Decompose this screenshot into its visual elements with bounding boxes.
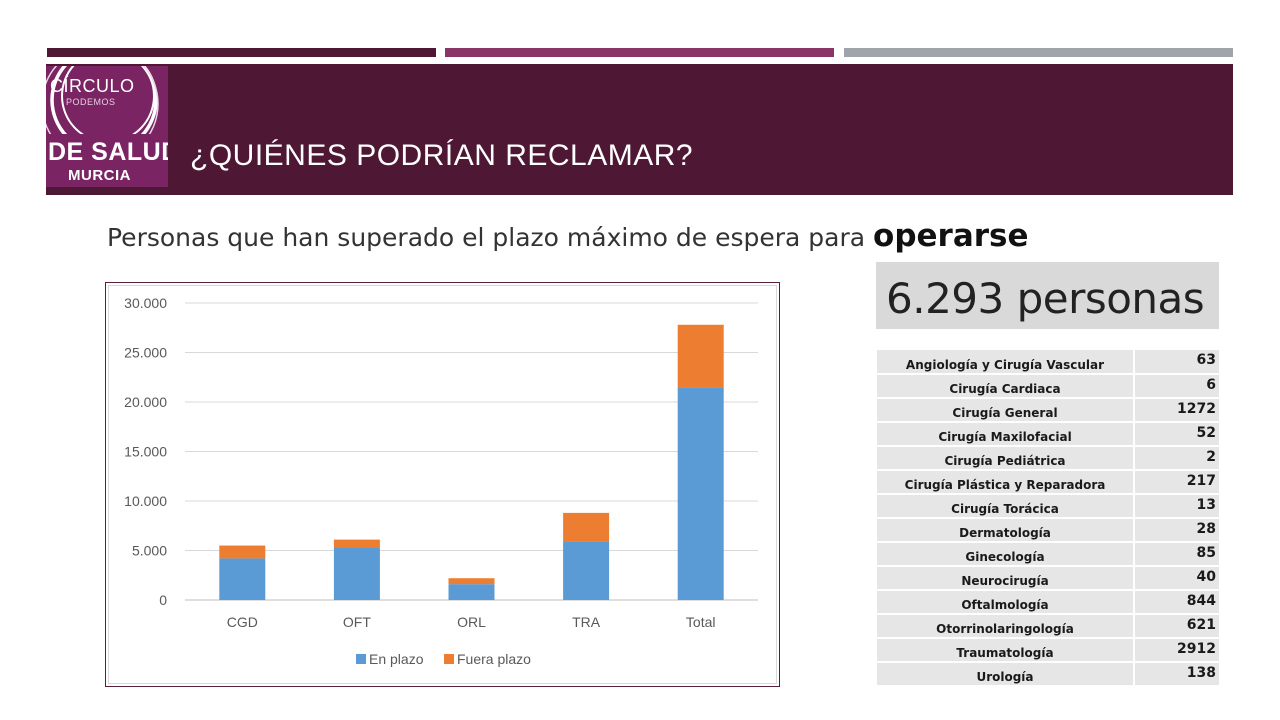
x-tick-label: CGD [227,614,258,630]
table-row: Cirugía General 1272 [877,398,1219,423]
y-tick-label: 15.000 [124,444,167,460]
specialty-table: Angiología y Cirugía Vascular 63 Cirugía C… [877,350,1219,687]
top-accent-bar-mid [445,48,834,57]
chart-inner-border [108,285,777,684]
table-row: Dermatología 28 [877,518,1219,543]
specialty-count: 85 [1134,542,1219,567]
bar-en-plazo [448,584,495,600]
logo-circle-graphic [46,66,168,187]
table-row: Otorrinolaringología 621 [877,614,1219,639]
specialty-name: Cirugía Plástica y Reparadora [877,470,1135,495]
specialty-count: 217 [1134,470,1219,495]
specialty-name: Urología [877,662,1135,687]
bar-en-plazo [219,558,266,600]
specialty-count: 63 [1134,350,1219,375]
specialty-count: 28 [1134,518,1219,543]
specialty-count: 1272 [1134,398,1219,423]
bar-fuera-plazo [563,512,610,542]
specialty-name: Otorrinolaringología [877,614,1135,639]
table-row: Cirugía Cardiaca 6 [877,374,1219,399]
specialty-count: 2 [1134,446,1219,471]
chart-canvas: 0 5.000 10.000 15.000 20.000 25.000 30.000 CGD O… [124,295,758,667]
total-summary-value: 6.293 personas [886,274,1205,323]
x-tick-label: ORL [457,614,486,630]
circulo-podemos-salud-murcia-logo: CÍRCULO PODEMOS DE SALUD MURCIA [46,66,168,187]
specialty-count: 844 [1134,590,1219,615]
specialty-count: 6 [1134,374,1219,399]
specialty-table-body: Angiología y Cirugía Vascular 63 Cirugía C… [877,350,1219,687]
legend-label: Fuera plazo [457,651,531,667]
top-accent-bar-light [844,48,1233,57]
bar-en-plazo [563,541,610,600]
table-row: Cirugía Maxilofacial 52 [877,422,1219,447]
x-tick-label: OFT [343,614,371,630]
table-row: Cirugía Plástica y Reparadora 217 [877,470,1219,495]
y-tick-label: 5.000 [132,543,167,559]
specialty-count: 52 [1134,422,1219,447]
specialty-name: Cirugía General [877,398,1135,423]
table-row: Urología 138 [877,662,1219,687]
y-tick-label: 25.000 [124,345,167,361]
specialty-count: 138 [1134,662,1219,687]
subtitle-emphasis: operarse [873,218,1029,254]
stacked-bar-chart: 0 5.000 10.000 15.000 20.000 25.000 30.000 CGD O… [105,282,780,687]
table-row: Oftalmología 844 [877,590,1219,615]
legend-label: En plazo [369,651,424,667]
specialty-name: Cirugía Pediátrica [877,446,1135,471]
specialty-count: 13 [1134,494,1219,519]
bar-fuera-plazo [448,578,495,585]
logo-text-murcia: MURCIA [68,167,131,184]
bar-fuera-plazo [219,545,266,559]
bar-en-plazo [677,387,724,600]
slide-title: ¿QUIÉNES PODRÍAN RECLAMAR? [190,139,694,172]
table-row: Angiología y Cirugía Vascular 63 [877,350,1219,375]
logo-text-podemos: PODEMOS [66,97,116,107]
slide-subtitle: Personas que han superado el plazo máxim… [107,218,1029,254]
specialty-name: Cirugía Cardiaca [877,374,1135,399]
specialty-count: 621 [1134,614,1219,639]
bar-fuera-plazo [333,539,380,548]
x-tick-label: Total [686,614,716,630]
subtitle-text: Personas que han superado el plazo máxim… [107,223,874,252]
specialty-name: Traumatología [877,638,1135,663]
x-tick-label: TRA [572,614,601,630]
y-tick-label: 0 [159,592,167,608]
specialty-name: Dermatología [877,518,1135,543]
specialty-name: Neurocirugía [877,566,1135,591]
table-row: Cirugía Pediátrica 2 [877,446,1219,471]
table-row: Traumatología 2912 [877,638,1219,663]
legend-swatch [444,654,454,664]
specialty-count: 2912 [1134,638,1219,663]
header-band [46,64,1233,195]
specialty-count: 40 [1134,566,1219,591]
specialty-name: Cirugía Torácica [877,494,1135,519]
y-tick-label: 20.000 [124,394,167,410]
legend-swatch [356,654,366,664]
y-tick-label: 10.000 [124,493,167,509]
top-accent-bar-dark [47,48,436,57]
logo-text-circulo: CÍRCULO [50,76,135,96]
bar-en-plazo [333,547,380,600]
table-row: Ginecología 85 [877,542,1219,567]
total-summary-box: 6.293 personas [876,262,1219,329]
specialty-name: Ginecología [877,542,1135,567]
specialty-name: Oftalmología [877,590,1135,615]
bar-fuera-plazo [677,324,724,388]
y-tick-label: 30.000 [124,295,167,311]
logo-text-de-salud: DE SALUD [48,138,168,166]
specialty-name: Cirugía Maxilofacial [877,422,1135,447]
table-row: Neurocirugía 40 [877,566,1219,591]
specialty-name: Angiología y Cirugía Vascular [877,350,1135,375]
table-row: Cirugía Torácica 13 [877,494,1219,519]
